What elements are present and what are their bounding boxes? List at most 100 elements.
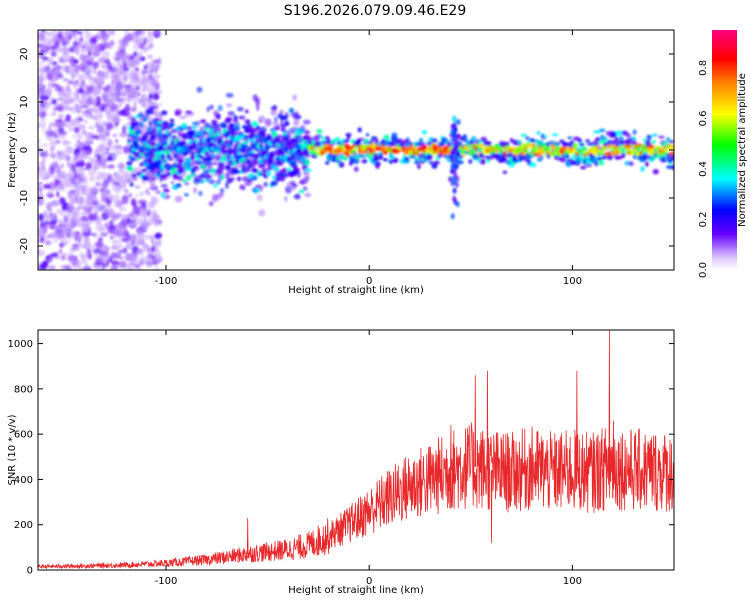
- band-blob: [480, 153, 485, 158]
- noise-blob: [63, 96, 72, 102]
- band-blob: [172, 135, 177, 140]
- spectrogram-ticks: [38, 30, 674, 270]
- band-blob: [147, 126, 153, 132]
- noise-blob: [52, 83, 60, 88]
- band-blob: [130, 124, 136, 131]
- band-blob: [559, 139, 565, 143]
- noise-blob: [80, 150, 89, 159]
- noise-blob: [155, 190, 162, 195]
- noise-blob: [88, 214, 95, 221]
- noise-blob: [40, 119, 46, 128]
- band-blob: [254, 184, 261, 189]
- noise-blob: [88, 125, 96, 130]
- band-blob: [388, 154, 396, 159]
- band-blob: [243, 134, 248, 139]
- band-blob: [258, 132, 266, 137]
- noise-blob: [75, 31, 83, 35]
- noise-blob: [67, 254, 75, 263]
- noise-blob: [117, 199, 123, 209]
- band-blob: [200, 119, 207, 124]
- noise-blob: [77, 74, 86, 82]
- band-blob: [163, 169, 168, 174]
- band-blob: [205, 178, 210, 182]
- noise-blob: [56, 97, 65, 101]
- noise-blob: [61, 225, 67, 232]
- noise-blob: [108, 163, 115, 168]
- y-tick-label: 20: [19, 48, 30, 61]
- noise-blob: [110, 264, 113, 270]
- band-blob: [384, 140, 391, 147]
- spectrogram-x-label: Height of straight line (km): [288, 285, 424, 296]
- noise-blob: [90, 135, 100, 140]
- noise-blob: [122, 226, 128, 232]
- noise-blob: [72, 259, 82, 269]
- noise-blob: [52, 61, 58, 66]
- noise-blob: [154, 266, 160, 270]
- band-blob: [185, 174, 192, 181]
- noise-blob: [83, 136, 88, 140]
- band-blob: [159, 167, 164, 173]
- noise-blob: [103, 130, 108, 136]
- noise-blob: [93, 250, 98, 257]
- noise-blob: [38, 202, 44, 206]
- band-blob: [174, 195, 183, 203]
- noise-blob: [65, 140, 71, 145]
- band-blob: [405, 137, 410, 141]
- noise-blob: [55, 71, 63, 78]
- band-blob: [665, 137, 671, 142]
- band-blob: [160, 110, 168, 116]
- noise-blob: [72, 247, 78, 251]
- band-blob: [174, 110, 181, 116]
- band-blob: [254, 134, 260, 140]
- noise-blob: [104, 222, 109, 228]
- noise-blob: [115, 174, 124, 183]
- noise-blob: [151, 66, 158, 71]
- noise-blob: [102, 151, 111, 156]
- band-blob: [260, 168, 267, 173]
- y-tick-label: 600: [14, 430, 33, 441]
- band-blob: [286, 167, 292, 172]
- noise-blob: [118, 45, 127, 50]
- band-blob: [216, 113, 221, 120]
- noise-blob: [79, 232, 85, 239]
- band-blob: [288, 107, 295, 114]
- noise-blob: [76, 238, 83, 243]
- noise-blob: [65, 146, 74, 154]
- band-blob: [303, 119, 311, 125]
- noise-blob: [78, 54, 87, 58]
- band-blob: [259, 172, 266, 176]
- noise-blob: [101, 182, 109, 187]
- noise-blob: [95, 96, 102, 105]
- noise-blob: [150, 196, 156, 205]
- band-blob: [209, 128, 215, 134]
- band-blob: [273, 166, 278, 173]
- noise-blob: [62, 77, 69, 82]
- noise-blob: [91, 233, 95, 236]
- band-blob: [280, 172, 285, 178]
- spike-blob: [450, 149, 455, 156]
- noise-blob: [119, 132, 127, 138]
- band-blob: [195, 159, 202, 165]
- noise-blob: [54, 86, 64, 92]
- band-blob: [421, 130, 428, 135]
- band-blob: [567, 136, 573, 140]
- noise-blob: [106, 90, 113, 99]
- noise-blob: [82, 66, 92, 75]
- band-blob: [176, 153, 181, 159]
- noise-blob: [120, 218, 129, 227]
- band-blob: [256, 103, 260, 111]
- noise-blob: [104, 96, 111, 106]
- noise-blob: [48, 126, 52, 130]
- noise-blob: [80, 124, 86, 128]
- band-blob: [203, 169, 210, 173]
- x-tick-label: 100: [563, 276, 582, 287]
- noise-blob: [134, 80, 144, 86]
- band-blob: [277, 161, 284, 166]
- band-blob: [345, 132, 352, 137]
- band-blob: [203, 130, 208, 135]
- noise-blob: [109, 195, 116, 203]
- noise-blob: [123, 75, 127, 84]
- noise-blob: [76, 127, 82, 131]
- band-blob: [552, 133, 559, 137]
- noise-blob: [84, 30, 89, 34]
